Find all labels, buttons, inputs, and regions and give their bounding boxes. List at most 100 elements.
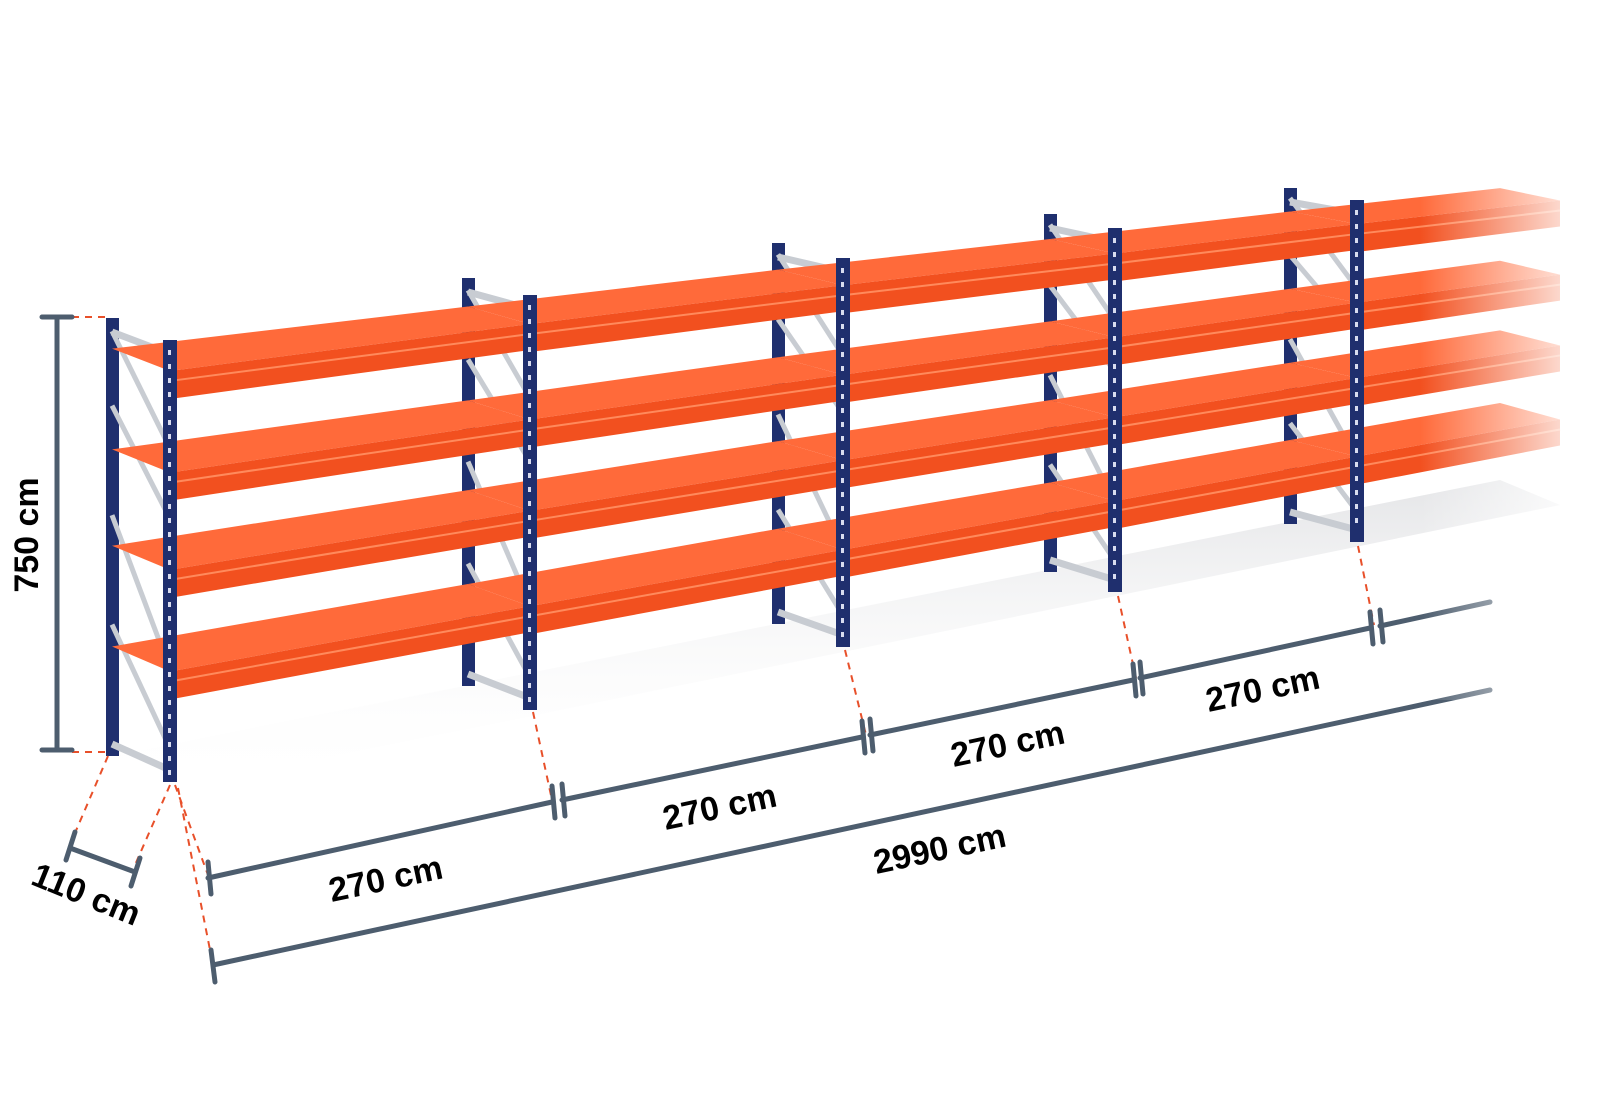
- upright-hole: [841, 408, 844, 413]
- upright-hole: [1113, 350, 1116, 355]
- upright-hole: [1355, 280, 1358, 285]
- guide-line: [844, 649, 867, 736]
- upright-hole: [841, 478, 844, 483]
- guide-line: [134, 784, 171, 866]
- upright-hole: [528, 375, 531, 380]
- upright-hole: [528, 543, 531, 548]
- upright-hole: [841, 282, 844, 287]
- upright-hole: [1355, 504, 1358, 509]
- upright-hole: [528, 571, 531, 576]
- shelf-deck: [778, 239, 1115, 286]
- upright-hole: [528, 473, 531, 478]
- upright-hole: [841, 520, 844, 525]
- upright-hole: [1355, 434, 1358, 439]
- upright-hole: [528, 599, 531, 604]
- upright-hole: [1355, 266, 1358, 271]
- bottom-brace: [776, 608, 845, 639]
- upright-hole: [168, 546, 171, 551]
- upright-hole: [168, 364, 171, 369]
- upright-hole: [1355, 406, 1358, 411]
- upright-hole: [1355, 490, 1358, 495]
- front-beam: [530, 285, 843, 353]
- upright-hole: [1113, 420, 1116, 425]
- bay-label-1: 270 cm: [325, 849, 446, 910]
- upright-hole: [1355, 350, 1358, 355]
- upright-hole: [168, 658, 171, 663]
- upright-hole: [1113, 308, 1116, 313]
- upright-hole: [1113, 504, 1116, 509]
- upright-hole: [841, 310, 844, 315]
- bay-tick: [1130, 661, 1139, 699]
- shelf-deck: [468, 357, 843, 420]
- upright-hole: [168, 728, 171, 733]
- upright-hole: [168, 686, 171, 691]
- upright-hole: [528, 557, 531, 562]
- bottom-brace: [1289, 508, 1358, 534]
- upright-hole: [841, 324, 844, 329]
- upright-hole: [168, 532, 171, 537]
- total-length-dimension-line: [210, 687, 1493, 968]
- upright-hole: [841, 422, 844, 427]
- bottom-brace: [466, 670, 532, 702]
- beam-highlight: [842, 262, 1116, 297]
- upright-hole: [841, 394, 844, 399]
- upright-hole: [1355, 378, 1358, 383]
- upright-hole: [168, 434, 171, 439]
- upright-hole: [168, 490, 171, 495]
- beam-highlight: [529, 558, 844, 618]
- upright-hole: [168, 476, 171, 481]
- front-beam: [1115, 302, 1357, 366]
- shelf-deck: [468, 528, 843, 607]
- upright-hole: [168, 462, 171, 467]
- upright-hole: [528, 305, 531, 310]
- upright-hole: [528, 347, 531, 352]
- upright-hole: [1355, 224, 1358, 229]
- upright-hole: [168, 518, 171, 523]
- front-beam: [843, 501, 1115, 578]
- guide-line: [177, 787, 214, 966]
- bay-tick: [549, 783, 558, 821]
- upright-hole: [528, 641, 531, 646]
- upright-hole: [841, 618, 844, 623]
- beam-highlight: [169, 428, 531, 484]
- upright-hole: [168, 378, 171, 383]
- upright-hole: [528, 389, 531, 394]
- shelf-deck: [112, 490, 530, 570]
- beam-highlight: [169, 615, 531, 683]
- upright-hole: [841, 338, 844, 343]
- upright-hole: [1355, 518, 1358, 523]
- upright-hole: [1113, 574, 1116, 579]
- upright-hole: [1355, 336, 1358, 341]
- bay-label-4: 270 cm: [1202, 659, 1323, 720]
- upright-hole: [168, 406, 171, 411]
- upright-hole: [528, 613, 531, 618]
- shelf-deck: [468, 269, 843, 325]
- upright-hole: [1113, 476, 1116, 481]
- bay-dimension-line: [867, 677, 1136, 738]
- total-length-tick: [208, 947, 218, 985]
- beam-highlight: [1114, 465, 1358, 512]
- upright-hole: [1355, 210, 1358, 215]
- upright-hole: [168, 700, 171, 705]
- front-beam: [170, 510, 530, 598]
- bay-dimension-line: [559, 734, 865, 803]
- upright-hole: [1113, 294, 1116, 299]
- upright-hole: [528, 515, 531, 520]
- bay-label-2: 270 cm: [659, 777, 780, 838]
- shelf-deck: [1050, 211, 1357, 254]
- guide-line: [71, 755, 109, 841]
- upright-hole: [168, 350, 171, 355]
- upright-hole: [1113, 252, 1116, 257]
- beam-highlight: [169, 333, 531, 382]
- front-beam: [843, 253, 1115, 314]
- front-beam: [1115, 377, 1357, 446]
- upright-hole: [1355, 364, 1358, 369]
- upright-hole: [168, 616, 171, 621]
- upright-hole: [841, 366, 844, 371]
- beam-highlight: [529, 294, 844, 336]
- upright-hole: [1113, 434, 1116, 439]
- upright-hole: [1355, 420, 1358, 425]
- upright-hole: [841, 268, 844, 273]
- upright-hole: [528, 403, 531, 408]
- upright-hole: [528, 487, 531, 492]
